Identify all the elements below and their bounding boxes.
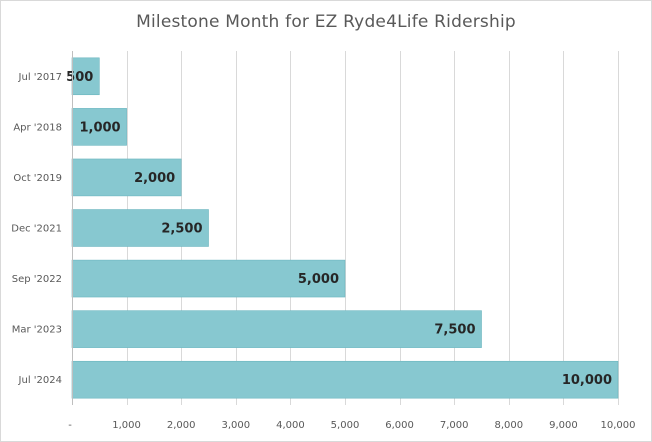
x-tick-label: 3,000: [221, 420, 250, 431]
data-label: 2,000: [134, 171, 175, 186]
x-tick-label: 6,000: [385, 420, 414, 431]
bar: [71, 259, 346, 298]
y-tick-label: Dec '2021: [11, 224, 62, 235]
y-tick-label: Jul '2024: [18, 375, 62, 386]
x-tick-label: 5,000: [331, 420, 360, 431]
y-tick-label: Sep '2022: [12, 274, 62, 285]
data-label: 1,000: [79, 120, 120, 135]
bar: [71, 310, 482, 348]
chart-title: Milestone Month for EZ Ryde4Life Ridersh…: [136, 12, 516, 32]
data-label: 5,000: [298, 272, 339, 287]
x-tick-label: 7,000: [440, 420, 469, 431]
bar: [71, 360, 619, 399]
x-tick-label: 4,000: [276, 420, 305, 431]
data-label: 500: [66, 70, 93, 85]
x-tick-label: 9,000: [549, 420, 578, 431]
x-tick-label: 1,000: [112, 420, 141, 431]
x-tick-label: 8,000: [494, 420, 523, 431]
data-label: 7,500: [434, 323, 475, 338]
x-tick-label: 2,000: [167, 420, 196, 431]
y-tick-label: Oct '2019: [13, 173, 62, 184]
data-label: 10,000: [562, 373, 612, 388]
x-tick-label: -: [68, 420, 72, 431]
bar: [71, 57, 100, 96]
data-label: 2,500: [161, 222, 202, 237]
x-tick-label: 10,000: [601, 420, 636, 431]
y-tick-label: Apr '2018: [13, 122, 62, 133]
y-tick-label: Mar '2023: [12, 325, 62, 336]
y-tick-label: Jul '2017: [18, 72, 62, 83]
